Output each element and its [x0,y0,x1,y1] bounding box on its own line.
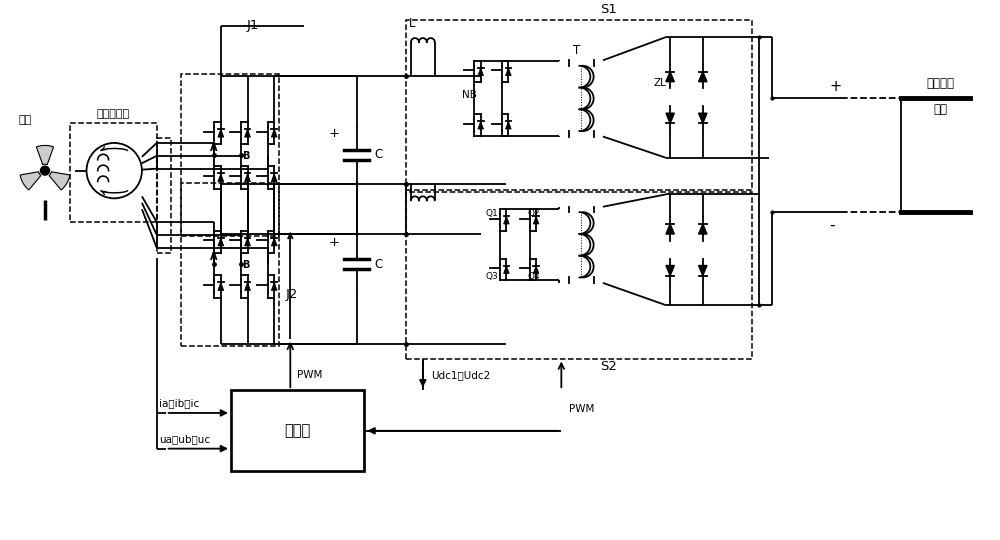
Bar [70,123,157,222]
Polygon shape [245,173,250,181]
Polygon shape [271,238,277,246]
Text: B: B [242,151,249,161]
Polygon shape [666,224,674,234]
Text: NB: NB [462,90,477,100]
Polygon shape [533,266,539,273]
Polygon shape [218,129,224,137]
Polygon shape [533,216,539,224]
Circle shape [41,166,49,175]
Bar [181,183,279,346]
Polygon shape [666,113,674,123]
Polygon shape [504,216,509,224]
Text: C: C [374,258,383,271]
Bar [406,21,752,191]
Polygon shape [478,121,484,129]
Text: -: - [829,218,835,233]
Text: ua、ub、uc: ua、ub、uc [159,434,210,444]
Text: B: B [242,260,249,270]
Polygon shape [245,282,250,291]
Text: +: + [829,78,842,93]
Polygon shape [271,129,277,137]
Text: Q4: Q4 [528,273,540,281]
Polygon shape [699,266,707,275]
Text: 控制器: 控制器 [285,423,311,438]
Text: Q3: Q3 [485,273,498,281]
Text: 风力发电机: 风力发电机 [97,109,130,119]
Polygon shape [478,68,484,76]
Polygon shape [666,266,674,275]
Text: J1: J1 [247,19,259,32]
Text: Udc1、Udc2: Udc1、Udc2 [431,370,490,380]
Polygon shape [506,68,511,76]
Text: Q1: Q1 [485,209,498,218]
Bar [157,138,171,253]
Text: L: L [409,17,415,30]
Text: ia、ib、ic: ia、ib、ic [159,398,199,408]
Text: J2: J2 [286,288,298,301]
Polygon shape [271,282,277,291]
Bar [181,73,279,236]
Polygon shape [36,145,54,165]
Text: PWM: PWM [569,404,595,414]
Text: 风轮: 风轮 [19,115,32,125]
Polygon shape [699,72,707,82]
Polygon shape [699,113,707,123]
Text: T: T [573,44,580,57]
Bar [406,192,752,359]
Bar [231,390,364,471]
Polygon shape [245,129,250,137]
Text: A: A [210,143,218,153]
Text: +: + [329,237,340,249]
Polygon shape [506,121,511,129]
Polygon shape [218,238,224,246]
Polygon shape [504,266,509,273]
Polygon shape [245,238,250,246]
Text: ZL: ZL [653,78,666,87]
Polygon shape [699,224,707,234]
Polygon shape [20,172,41,190]
Text: PWM: PWM [297,370,323,380]
Polygon shape [666,72,674,82]
Polygon shape [49,172,70,190]
Text: C: C [374,148,383,161]
Text: 直流输电: 直流输电 [926,77,954,90]
Polygon shape [271,173,277,181]
Text: S1: S1 [600,3,617,16]
Text: Q2: Q2 [528,209,540,218]
Text: +: + [329,127,340,140]
Text: A: A [210,252,218,262]
Polygon shape [218,173,224,181]
Text: 母线: 母线 [933,103,947,116]
Circle shape [87,143,142,198]
Polygon shape [218,282,224,291]
Text: S2: S2 [600,361,617,374]
